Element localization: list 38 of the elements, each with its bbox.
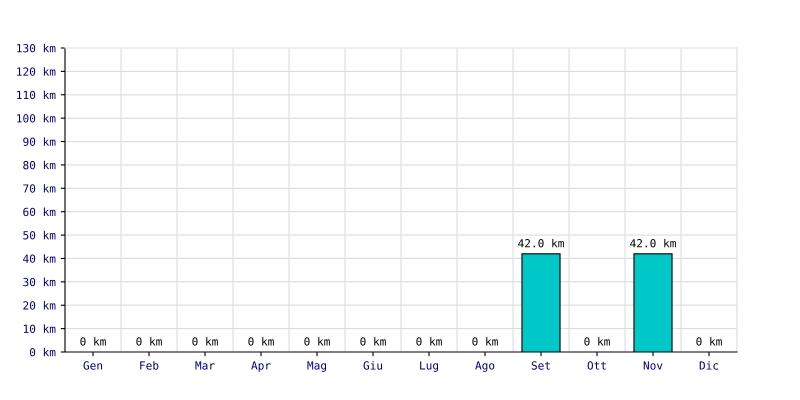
y-tick-label: 80 km — [23, 160, 56, 170]
x-tick-label: Ott — [588, 361, 606, 370]
y-tick-label: 20 km — [23, 301, 56, 310]
x-tick-label: Nov — [644, 361, 662, 370]
x-tick-label: Apr — [251, 361, 271, 372]
x-tick-label: Giu — [364, 361, 382, 370]
data-label: 42.0 km — [518, 238, 564, 248]
y-tick-label: 40 km — [23, 254, 56, 263]
y-tick-label: 50 km — [23, 230, 56, 240]
data-label: 0 km — [248, 337, 274, 346]
y-tick-label: 70 km — [23, 184, 56, 193]
data-label: 0 km — [472, 337, 498, 346]
data-label: 0 km — [304, 337, 330, 346]
y-tick-label: 110 km — [17, 90, 56, 100]
data-label: 0 km — [584, 337, 610, 346]
x-tick-label: Set — [532, 361, 550, 370]
data-label: 0 km — [360, 337, 386, 346]
y-tick-label: 100 km — [17, 114, 56, 123]
y-tick-label: 120 km — [17, 67, 56, 76]
data-label: 0 km — [80, 337, 106, 346]
x-tick-label: Gen — [84, 361, 102, 370]
x-tick-label: Lug — [420, 361, 438, 372]
y-tick-label: 60 km — [23, 208, 56, 216]
y-tick-label: 90 km — [23, 137, 56, 146]
data-label: 0 km — [136, 337, 162, 346]
y-tick-label: 30 km — [23, 278, 56, 286]
x-tick-label: Mar — [195, 361, 215, 370]
data-label: 0 km — [416, 337, 442, 346]
data-label: 42.0 km — [630, 238, 676, 248]
x-tick-label: Ago — [475, 361, 494, 372]
data-label: 0 km — [696, 337, 722, 346]
y-tick-label: 130 km — [17, 44, 56, 52]
data-label: 0 km — [192, 337, 218, 346]
x-tick-label: Mag — [307, 361, 326, 372]
y-tick-label: 0 km — [30, 348, 56, 356]
y-tick-label: 10 km — [24, 324, 56, 334]
x-tick-label: Feb — [140, 361, 158, 370]
x-tick-label: Dic — [700, 361, 718, 370]
